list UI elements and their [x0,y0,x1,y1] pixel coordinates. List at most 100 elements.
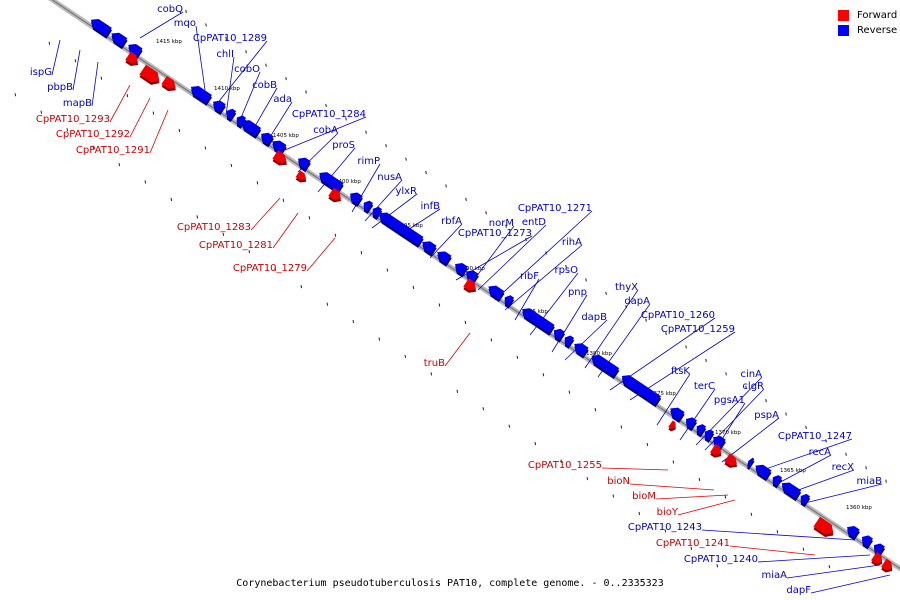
scale-labels: 1415 kbp 1410 kbp 1405 kbp 1400 kbp 1395 kbp… [156,39,872,511]
reverse-gene-arrow-3-body [190,86,212,104]
reverse-gene-label-9: proS [332,140,355,151]
forward-gene-arrow-6-body [463,278,476,291]
reverse-gene-arrow-20-body [488,285,505,300]
reverse-gene-label-36-leader [789,469,855,494]
reverse-gene-arrow-11-body [319,172,344,192]
tick-mark [776,530,779,534]
scale-label: 1395 kbp [397,223,423,229]
tick-mark [565,264,567,269]
tick-mark [805,425,807,430]
tick-mark [222,232,225,236]
tick-mark [118,162,121,167]
gene-labels: cobQmqoCpPAT10_1289chlIcobOcobBadaCpPAT1… [30,4,882,596]
reverse-gene-arrow-13 [363,200,374,214]
tick-mark [285,76,287,81]
reverse-gene-label-37-leader [804,483,883,504]
reverse-gene-arrow-17-body [437,251,452,265]
tick-mark [365,130,367,134]
tick-mark [765,399,767,403]
reverse-gene-arrow-28 [670,407,685,423]
reverse-gene-label-7-leader [279,116,367,153]
reverse-gene-label-37: miaB [856,476,882,487]
forward-gene-arrow-8 [710,443,722,458]
reverse-gene-label-43: pbpB [47,82,73,93]
reverse-gene-label-28-leader [656,373,691,426]
reverse-gene-label-21: rpsO [554,265,578,276]
scale-label: 1365 kbp [780,468,806,474]
reverse-gene-arrow-38-body [847,525,860,538]
reverse-gene-arrow-18 [455,262,468,278]
reverse-gene-arrow-33-shadow [747,460,755,470]
tick-mark [126,94,129,98]
tick-mark [305,90,307,94]
tick-mark [665,331,667,336]
tick-mark [230,163,233,168]
reverse-gene-arrow-35-body [772,475,783,486]
forward-gene-arrow-12-body [881,558,893,571]
legend-reverse: Reverse [838,23,897,38]
map-caption: Corynebacterium pseudotuberculosis PAT10… [236,578,664,589]
reverse-gene-arrow-37-body [800,493,811,505]
forward-gene-label-11-leader [729,545,816,556]
scale-label: 1415 kbp [156,39,182,45]
reverse-gene-label-11: nusA [377,172,402,183]
reverse-gene-arrow-20 [488,285,505,303]
reverse-gene-label-22-leader [551,294,588,353]
scale-label: 1375 kbp [650,391,676,397]
reverse-gene-label-30: cinA [741,369,763,380]
reverse-gene-arrow-22-body [522,308,555,334]
reverse-gene-arrow-14 [372,206,383,220]
reverse-gene-arrow-23-body [553,328,565,341]
reverse-gene-label-32: pgsA1 [714,395,745,406]
forward-gene-label-9-leader [655,494,729,500]
legend-reverse-label: Reverse [857,25,898,36]
reverse-gene-label-39: CpPAT10_1240 [684,554,758,565]
tick-mark [245,50,247,54]
tick-mark [378,337,381,341]
tick-mark [40,110,43,114]
forward-gene-arrow-1 [139,64,160,85]
reverse-gene-arrow-39-body [861,535,873,547]
reverse-gene-label-29-leader [679,388,716,441]
tick-mark [66,128,69,132]
reverse-gene-label-16: norM [489,218,514,229]
reverse-gene-arrow-4-body [213,100,226,113]
reverse-gene-label-4: cobO [234,64,260,75]
reverse-gene-arrow-34 [755,464,772,482]
forward-gene-label-0: CpPAT10_1293 [36,114,110,125]
tick-mark [620,425,623,429]
tick-mark [490,338,493,342]
reverse-gene-label-5: cobB [252,80,277,91]
reverse-gene-arrow-12-body [350,192,363,205]
reverse-gene-label-25: dapA [624,296,650,307]
reverse-gene-label-6: ada [273,94,292,105]
reverse-gene-label-23-leader [564,319,608,361]
tick-mark [825,439,827,443]
reverse-gene-arrow-12 [350,192,363,207]
tick-mark [300,285,303,289]
forward-gene-arrow-0-body [125,51,138,64]
tick-mark [386,268,389,272]
reverse-gene-arrow-6-body [236,115,247,127]
tick-mark [828,565,831,569]
tick-mark [505,224,507,228]
reverse-gene-arrow-10-body [298,157,311,170]
tick-mark [170,197,173,202]
reverse-gene-label-41-leader [810,574,891,594]
tick-mark [542,373,545,377]
forward-gene-arrow-7 [668,420,676,432]
tick-mark [430,372,433,376]
reverse-gene-arrow-16-body [422,241,437,255]
reverse-gene-arrow-26 [591,354,620,380]
forward-gene-label-3: CpPAT10_1283 [177,222,251,233]
tick-mark [178,128,181,133]
reverse-gene-arrow-15 [379,212,424,248]
reverse-gene-label-22: pnp [568,287,587,298]
reverse-gene-label-17-leader [494,210,593,301]
tick-mark [705,358,707,362]
scale-label: 1390 kbp [459,266,485,272]
reverse-gene-label-12: ylxR [395,186,417,197]
legend-forward-swatch [838,10,849,21]
tick-mark [144,180,147,184]
reverse-gene-arrow-8 [261,132,274,148]
